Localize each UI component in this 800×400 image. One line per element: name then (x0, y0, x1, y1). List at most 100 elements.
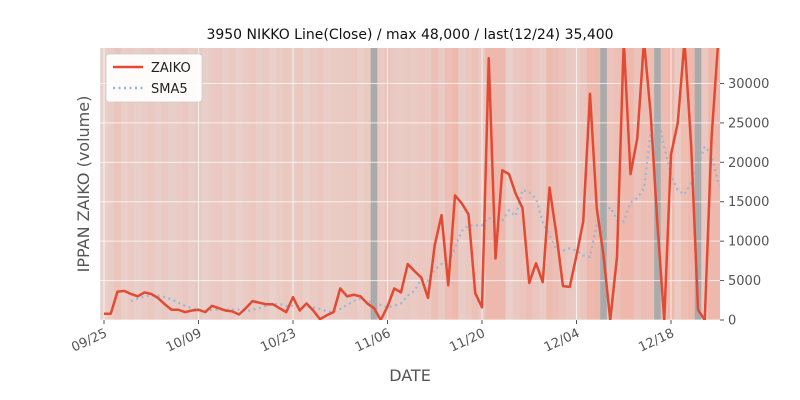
background-band (519, 48, 526, 320)
background-band (417, 48, 425, 320)
background-band (471, 48, 479, 320)
background-band (147, 48, 155, 320)
y-tick-label: 5000 (728, 274, 761, 289)
background-band (120, 48, 128, 320)
background-band (444, 48, 452, 320)
background-band (141, 48, 148, 320)
background-band (431, 48, 439, 320)
x-tick-label: 11/06 (353, 326, 393, 355)
x-tick-label: 10/23 (258, 326, 298, 355)
x-axis: 09/25 10/09 10/23 11/06 11/20 12/04 12/18 (69, 320, 677, 355)
y-axis: 0 5000 10000 15000 20000 25000 30000 (720, 77, 769, 329)
background-band (627, 48, 634, 320)
background-band (714, 48, 720, 320)
background-band (660, 48, 668, 320)
background-band (613, 48, 621, 320)
x-tick-label: 09/25 (69, 326, 109, 355)
background-band (114, 48, 121, 320)
background-band (397, 48, 405, 320)
background-band (222, 48, 229, 320)
background-band (343, 48, 351, 320)
background-band (161, 48, 169, 320)
background-band (600, 48, 607, 320)
background-band (282, 48, 290, 320)
series-line-sma5 (130, 113, 720, 314)
y-tick-label: 15000 (728, 195, 769, 210)
background-band (370, 48, 378, 320)
background-band (708, 48, 715, 320)
background-band (168, 48, 175, 320)
background-band (323, 48, 331, 320)
background-band (606, 48, 614, 320)
background-band (586, 48, 594, 320)
background-band (512, 48, 520, 320)
background-band (620, 48, 628, 320)
x-tick-label: 10/09 (164, 326, 204, 355)
background-band (566, 48, 574, 320)
background-band (363, 48, 371, 320)
background-band (654, 48, 661, 320)
background-band (188, 48, 196, 320)
background-band (336, 48, 344, 320)
background-band (492, 48, 499, 320)
background-band (701, 48, 709, 320)
x-axis-label: DATE (389, 366, 431, 385)
background-band (647, 48, 655, 320)
background-band (208, 48, 216, 320)
x-tick-label: 12/04 (542, 326, 582, 355)
background-band (357, 48, 364, 320)
background-band (127, 48, 135, 320)
background-band (228, 48, 236, 320)
background-band (438, 48, 445, 320)
background-band (411, 48, 418, 320)
background-band (296, 48, 304, 320)
x-tick-label: 11/20 (447, 326, 487, 355)
legend-zaiko-label: ZAIKO (151, 61, 191, 76)
background-band (559, 48, 567, 320)
background-band (215, 48, 223, 320)
background-band (525, 48, 533, 320)
background-band (377, 48, 385, 320)
background-band (303, 48, 310, 320)
y-tick-label: 20000 (728, 156, 769, 171)
background-band (154, 48, 162, 320)
background-band (276, 48, 283, 320)
background-band (181, 48, 189, 320)
background-band (235, 48, 243, 320)
background-band (404, 48, 412, 320)
y-tick-label: 0 (728, 314, 736, 329)
background-band (309, 48, 317, 320)
background-band (681, 48, 688, 320)
background-band (316, 48, 324, 320)
background-band (633, 48, 641, 320)
background-band (134, 48, 142, 320)
x-tick-label: 12/18 (636, 326, 676, 355)
series-line-zaiko (104, 48, 720, 320)
background-band (242, 48, 250, 320)
background-band (579, 48, 587, 320)
background-band (201, 48, 209, 320)
background-band (485, 48, 493, 320)
background-band (674, 48, 682, 320)
background-band (255, 48, 263, 320)
y-tick-label: 30000 (728, 77, 769, 92)
background-band (546, 48, 553, 320)
background-band (249, 48, 256, 320)
background-band (174, 48, 182, 320)
background-band (694, 48, 702, 320)
background-band (593, 48, 601, 320)
background-band (552, 48, 560, 320)
background-band (269, 48, 277, 320)
chart-title: 3950 NIKKO Line(Close) / max 48,000 / la… (206, 27, 613, 43)
background-band (390, 48, 398, 320)
background-band (451, 48, 459, 320)
background-band (350, 48, 358, 320)
background-band (458, 48, 466, 320)
y-axis-label: IPPAN ZAIKO (volume) (74, 96, 93, 273)
background-band (532, 48, 540, 320)
background-band (107, 48, 115, 320)
background-band (539, 48, 547, 320)
background-band (330, 48, 337, 320)
legend-sma5-label: SMA5 (151, 82, 188, 97)
